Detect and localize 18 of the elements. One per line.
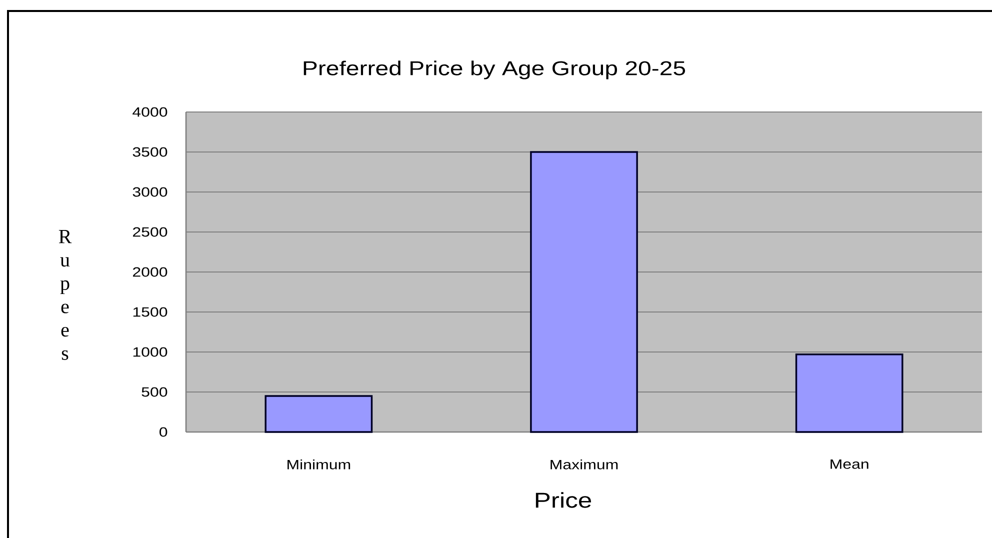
x-tick-label: Maximum bbox=[550, 460, 618, 470]
chart-title: Preferred Price by Age Group 20-25 bbox=[304, 60, 686, 80]
y-tick-label: 1500 bbox=[133, 307, 168, 317]
x-tick-label: Mean bbox=[830, 460, 868, 469]
x-tick-label: Minimum bbox=[288, 460, 350, 470]
y-tick-label: 1000 bbox=[133, 347, 168, 357]
bar bbox=[795, 354, 904, 433]
bar bbox=[264, 395, 373, 433]
y-tick-label: 0 bbox=[160, 427, 168, 437]
y-tick-label: 4000 bbox=[132, 107, 168, 117]
y-tick-label: 500 bbox=[142, 387, 168, 397]
y-axis-title: Rupees bbox=[58, 230, 72, 360]
x-axis-title: Price bbox=[536, 492, 592, 508]
y-tick-label: 2000 bbox=[132, 267, 168, 277]
y-tick-label: 3000 bbox=[132, 187, 168, 197]
y-tick-label: 3500 bbox=[132, 147, 168, 157]
y-tick-label: 2500 bbox=[132, 227, 168, 237]
bar bbox=[530, 151, 638, 433]
